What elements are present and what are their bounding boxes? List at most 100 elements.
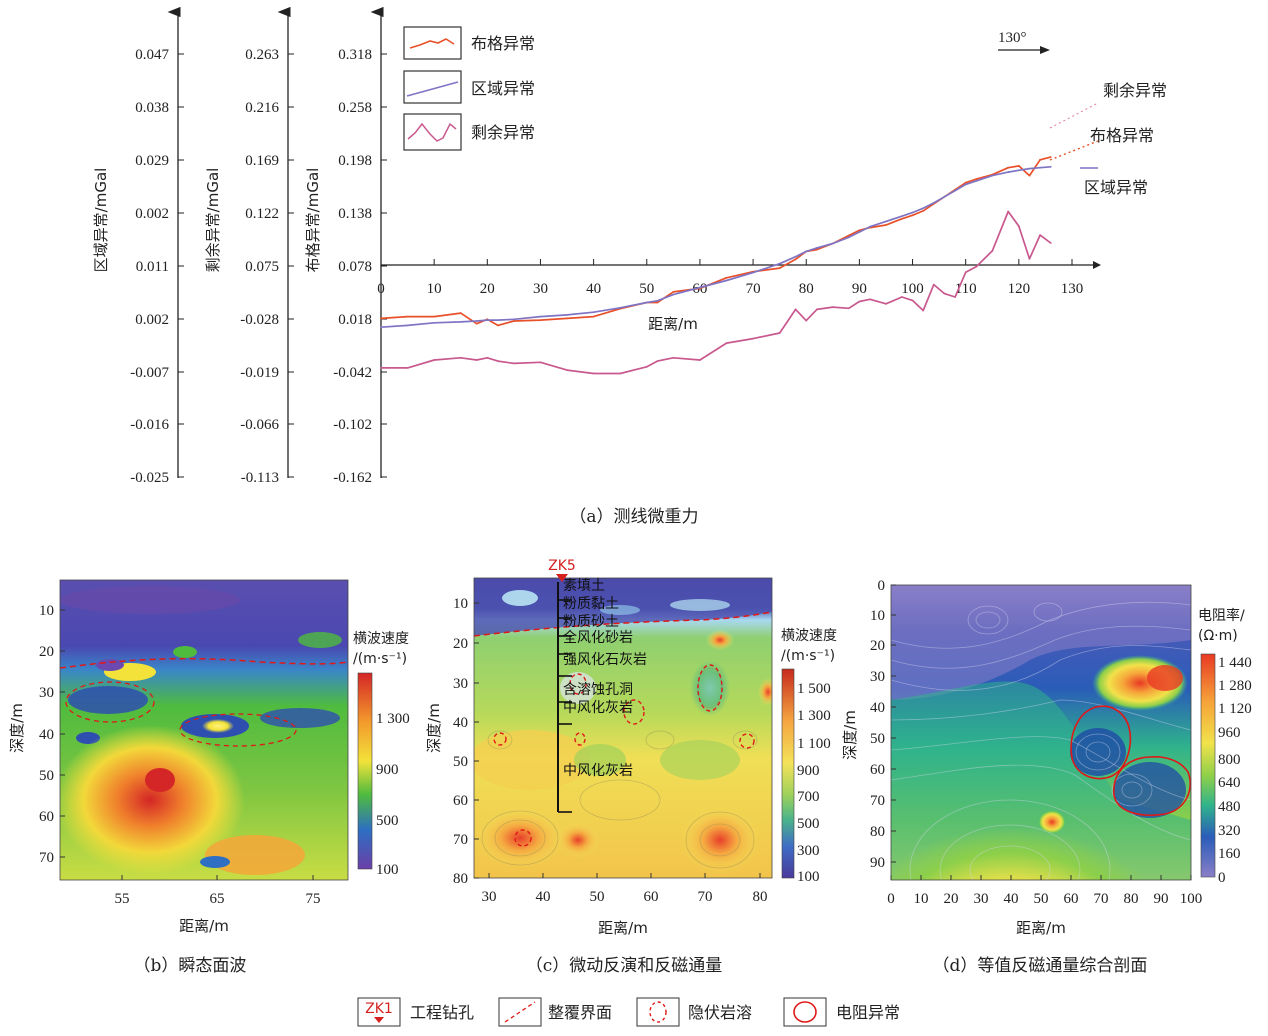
series-bouguer-point	[778, 267, 781, 269]
series-regional-point	[433, 321, 436, 324]
y-axis-label-d: 深度/m	[841, 710, 859, 760]
colorbar-c-title1: 横波速度	[781, 628, 837, 644]
y-tick-label: 30	[870, 669, 885, 685]
series-residual-point	[725, 342, 728, 344]
series-bouguer-point	[459, 312, 462, 314]
end-label-regional: 区域异常	[1084, 178, 1148, 197]
series-residual-point	[645, 365, 648, 368]
series-residual-point	[1007, 210, 1010, 213]
series-residual-point	[805, 319, 808, 322]
panel-a-gravity: 0.047 0.038 0.029 0.002 0.011 0.002 -0.007 -0.0…	[92, 6, 1167, 527]
x-tick-label: 30	[974, 891, 989, 907]
drill-label: ZK5	[548, 558, 576, 574]
series-regional-point	[943, 195, 946, 198]
series-regional-point	[406, 324, 409, 327]
strata-label: 粉质砂土	[563, 614, 619, 630]
series-bouguer-point	[922, 210, 925, 212]
series-residual-point	[778, 332, 781, 334]
colorbar-tick-label: 480	[1218, 799, 1241, 815]
series-residual-point	[380, 367, 382, 369]
colorbar-c: 横波速度 /(m·s⁻¹) 1 500 1 300 1 100 900 700 500 30…	[781, 628, 837, 885]
drill-zk5: ZK5 素填土粉质黏土粉质砂土全风化砂岩强风化石灰岩含溶蚀孔洞中风化灰岩中风化灰…	[548, 558, 647, 813]
series-regional-point	[932, 202, 935, 204]
series-regional-point	[901, 215, 903, 218]
series-regional-point	[672, 293, 675, 296]
series-regional-point	[991, 174, 994, 177]
colorbar-tick-label: 100	[376, 862, 399, 878]
axis-regional-tick-label: 0.029	[135, 153, 169, 169]
series-residual-point	[752, 337, 754, 340]
panel-c-map	[474, 578, 772, 878]
x-tick-label: 100	[1180, 891, 1203, 907]
panel-d-map	[891, 585, 1191, 880]
colorbar-tick-label: 640	[1218, 775, 1241, 791]
series-regional-point	[725, 279, 728, 282]
y-tick-label: 90	[870, 855, 885, 871]
series-residual-point	[794, 308, 797, 311]
series-bouguer-point	[406, 315, 409, 318]
colorbar-tick-label: 700	[797, 789, 820, 805]
x-tick-label: 70	[1094, 891, 1109, 907]
axis-residual-tick-label: -0.066	[240, 417, 279, 433]
colorbar-c-title2: /(m·s⁻¹)	[781, 648, 835, 664]
x-tick-label: 100	[901, 281, 924, 297]
x-axis-label-b: 距离/m	[179, 917, 229, 935]
series-residual-point	[932, 283, 935, 286]
series-residual-point	[699, 359, 701, 361]
x-tick-label: 70	[746, 281, 761, 297]
series-regional-point	[645, 301, 648, 304]
series-residual-point	[592, 372, 595, 375]
y-tick-label: 0	[878, 578, 886, 594]
direction-label: 130°	[998, 30, 1027, 46]
caption-a: （a）测线微重力	[569, 507, 698, 527]
axis-regional-tick-label: -0.025	[130, 470, 169, 486]
strata-label: 中风化灰岩	[563, 700, 633, 716]
series-residual-point	[991, 250, 994, 252]
series-residual-point	[619, 372, 622, 375]
series-residual-point	[672, 356, 675, 359]
colorbar-tick-label: 1 300	[376, 711, 410, 727]
x-tick-label: 20	[944, 891, 959, 907]
colorbar-tick-label: 160	[1218, 846, 1241, 862]
legend-regional-swatch	[406, 81, 459, 97]
series-residual-point	[858, 300, 861, 303]
series-residual-point	[566, 369, 568, 371]
y-tick-label: 50	[870, 731, 885, 747]
x-tick-label: 90	[1154, 891, 1169, 907]
series-regional-point	[858, 231, 861, 233]
y-tick-label: 80	[870, 824, 885, 840]
bottom-legend: ZK1 工程钻孔 整覆界面 隐伏岩溶 电阻异常	[357, 997, 900, 1027]
series-residual-point	[486, 356, 489, 359]
axis-bouguer-tick-label: 0.318	[338, 47, 372, 63]
colorbar-tick-label: 1 500	[797, 681, 831, 697]
series-regional-point	[922, 207, 925, 210]
x-tick-label: 0	[377, 281, 385, 297]
series-regional-point	[656, 299, 659, 302]
axis-residual-tick-label: 0.075	[245, 259, 279, 275]
axis-bouguer-tick-label: -0.162	[333, 470, 372, 486]
series-regional-point	[805, 250, 808, 253]
strata-label: 素填土	[563, 578, 605, 594]
x-tick-label: 75	[306, 891, 321, 907]
legend-a: 布格异常 区域异常 剩余异常	[403, 26, 535, 151]
y-tick-label: 80	[453, 871, 468, 887]
x-tick-label: 120	[1008, 281, 1031, 297]
series-regional-point	[459, 321, 462, 323]
series-bouguer-point	[1017, 165, 1020, 167]
y-tick-label: 50	[453, 754, 468, 770]
series-residual-point	[869, 298, 871, 301]
axis-residual-tick-label: -0.113	[241, 470, 279, 486]
y-axis-label-c: 深度/m	[425, 703, 443, 753]
x-tick-label: 50	[590, 889, 605, 905]
series-bouguer-point	[847, 234, 850, 237]
colorbar-tick-label: 500	[797, 816, 820, 832]
series-regional-point	[752, 271, 754, 274]
y-tick-label: 60	[870, 762, 885, 778]
y-axis-label-b: 深度/m	[8, 703, 26, 753]
series-bouguer-point	[1007, 166, 1010, 169]
series-residual-point	[406, 367, 409, 369]
x-axis-label-c: 距离/m	[598, 919, 648, 937]
series-regional-point	[885, 220, 887, 223]
series-residual-point	[922, 309, 925, 312]
series-lines	[380, 156, 1052, 375]
